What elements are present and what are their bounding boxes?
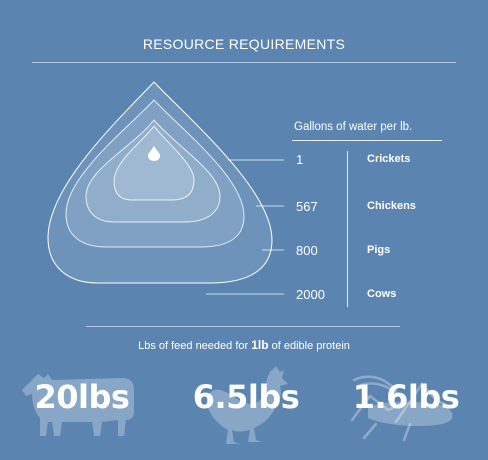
water-value-pigs: 800	[296, 243, 318, 258]
drop-cows	[47, 81, 273, 284]
feed-item-chickens: 6.5lbs	[176, 360, 316, 450]
feed-caption-pre: Lbs of feed needed for	[138, 340, 252, 352]
water-value-cows: 2000	[296, 287, 325, 302]
feed-caption: Lbs of feed needed for 1lb of edible pro…	[0, 338, 488, 352]
feed-value-chickens: 6.5lbs	[192, 378, 300, 416]
drop-crickets	[113, 125, 195, 201]
drop-pigs	[65, 99, 245, 248]
water-drop-icon	[148, 146, 160, 161]
feed-value-cows: 20lbs	[34, 378, 130, 416]
animal-label-pigs: Pigs	[367, 244, 391, 256]
feed-item-cows: 20lbs	[12, 360, 152, 450]
feed-caption-bold: 1lb	[251, 338, 269, 352]
water-column-header: Gallons of water per lb.	[294, 121, 413, 133]
water-value-crickets: 1	[296, 152, 304, 167]
cricket-silhouette-icon	[350, 375, 453, 442]
page-title: RESOURCE REQUIREMENTS	[142, 36, 346, 52]
animal-label-chickens: Chickens	[367, 200, 416, 212]
feed-value-crickets: 1.6lbs	[352, 378, 460, 416]
animal-label-cows: Cows	[367, 288, 397, 300]
feed-item-crickets: 1.6lbs	[336, 360, 476, 450]
title-divider	[32, 62, 456, 63]
header-underline	[292, 140, 442, 141]
water-value-chickens: 567	[296, 199, 318, 214]
feed-caption-post: of edible protein	[268, 340, 350, 352]
table-divider	[347, 151, 348, 307]
cow-silhouette-icon	[22, 374, 134, 436]
chicken-silhouette-icon	[206, 366, 288, 444]
animal-label-crickets: Crickets	[367, 153, 411, 165]
section-divider	[86, 326, 400, 327]
